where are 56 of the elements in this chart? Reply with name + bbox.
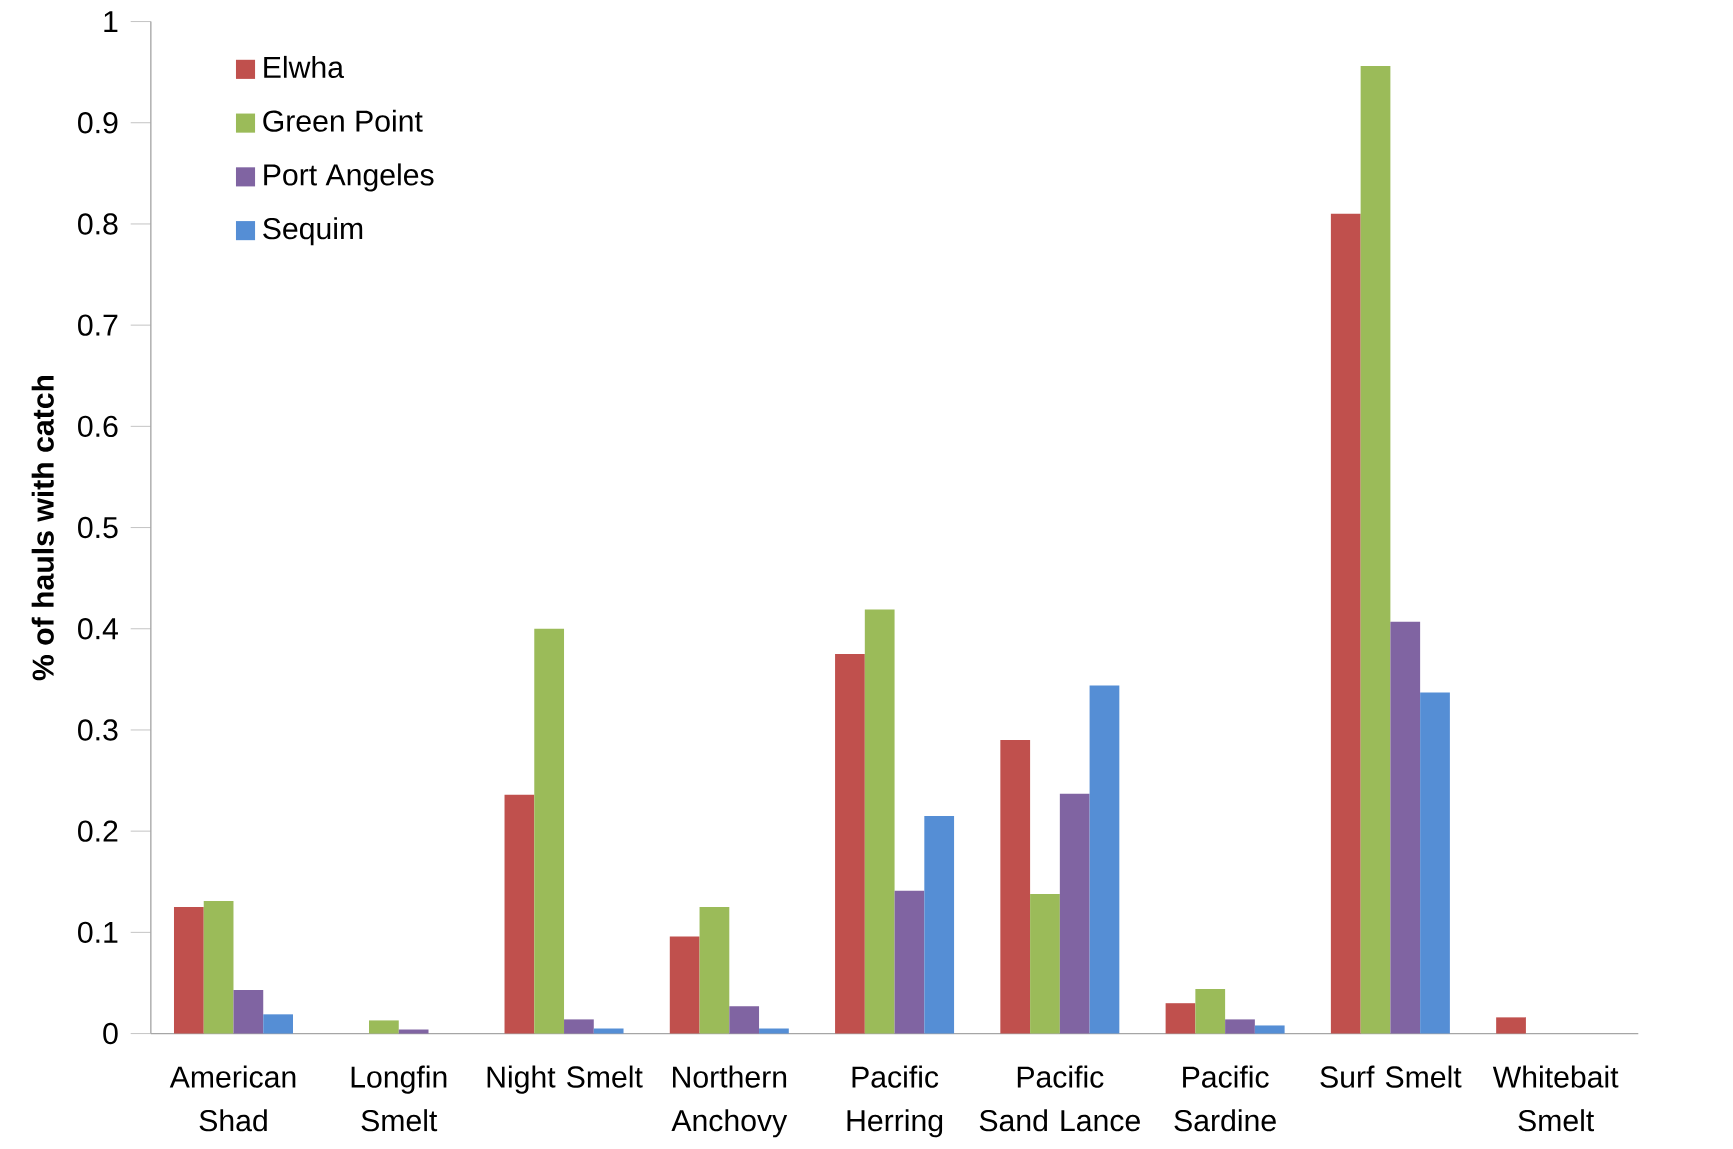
bar xyxy=(398,1029,429,1034)
bar xyxy=(504,794,535,1034)
y-tick-label: 0.7 xyxy=(78,314,118,337)
x-tick-label: Longfin Smelt xyxy=(351,1065,447,1132)
bar xyxy=(1059,793,1090,1034)
bar xyxy=(1225,1019,1255,1034)
bar xyxy=(924,816,955,1034)
x-tick-label: Whitebait Smelt xyxy=(1492,1065,1619,1132)
x-tick-label: Pacific Sardine xyxy=(1174,1065,1276,1132)
y-tick-label: 0.1 xyxy=(78,921,118,944)
y-tick-label: 0.5 xyxy=(78,517,118,539)
bar xyxy=(669,936,700,1034)
x-tick-label: Pacific Herring xyxy=(847,1065,943,1138)
bar xyxy=(593,1028,624,1034)
x-tick-label: Northern Anchovy xyxy=(671,1065,788,1138)
x-tick-label: Night Smelt xyxy=(487,1065,643,1094)
bar xyxy=(864,609,895,1034)
bar xyxy=(1030,894,1060,1034)
y-tick-label: 0.8 xyxy=(78,213,118,235)
bar xyxy=(203,901,234,1034)
bar xyxy=(729,1006,760,1034)
y-tick-label: 1 xyxy=(104,11,118,33)
y-tick-label: 0.4 xyxy=(78,618,118,640)
bar xyxy=(1165,1003,1196,1034)
bar xyxy=(894,891,925,1034)
y-tick-label: 0.9 xyxy=(78,112,118,134)
bar xyxy=(369,1020,399,1034)
y-tick-label: 0.2 xyxy=(78,820,118,843)
bar xyxy=(1496,1017,1526,1034)
bar xyxy=(1420,692,1450,1034)
y-tick-label: 0 xyxy=(103,1023,118,1045)
bar xyxy=(759,1028,789,1034)
legend-label: Green Point xyxy=(263,109,423,133)
y-tick-label: 0.3 xyxy=(78,719,118,741)
y-tick-label: 0.6 xyxy=(78,415,118,438)
y-axis-title: % of hauls with catch xyxy=(31,376,54,681)
bar xyxy=(564,1019,594,1034)
legend-label: Port Angeles xyxy=(264,163,434,192)
x-tick-label: Pacific Sand Lance xyxy=(979,1065,1140,1132)
bar xyxy=(1000,740,1031,1034)
bar xyxy=(699,907,730,1034)
bar xyxy=(263,1014,293,1034)
bar xyxy=(1390,621,1421,1034)
bar xyxy=(1195,989,1226,1034)
bar xyxy=(835,654,865,1034)
bar xyxy=(534,629,565,1034)
bar xyxy=(173,907,204,1034)
legend-label: Elwha xyxy=(264,56,344,79)
legend-label: Sequim xyxy=(263,217,363,246)
bar xyxy=(1360,66,1391,1034)
x-tick-label: American Shad xyxy=(169,1065,296,1132)
bar xyxy=(1089,685,1120,1034)
bar xyxy=(1330,214,1361,1034)
x-tick-label: Surf Smelt xyxy=(1320,1065,1462,1088)
bar xyxy=(233,990,264,1034)
bar xyxy=(1254,1025,1285,1034)
